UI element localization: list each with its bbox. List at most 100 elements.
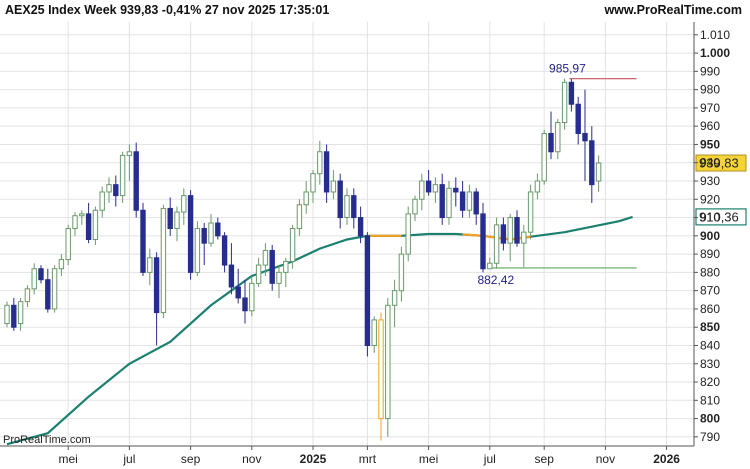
candle-body bbox=[357, 217, 364, 237]
candle bbox=[493, 217, 500, 269]
candle-body bbox=[11, 304, 17, 328]
chart-title: AEX25 Index Week 939,83 -0,41% 27 nov 20… bbox=[5, 3, 330, 17]
candle-body bbox=[289, 228, 296, 262]
candle bbox=[208, 213, 214, 247]
candle-body bbox=[276, 271, 282, 284]
candle bbox=[575, 96, 581, 145]
candle bbox=[221, 232, 228, 273]
y-tick-label: 960 bbox=[700, 119, 720, 133]
candle bbox=[514, 210, 520, 247]
candle-body bbox=[283, 260, 289, 273]
candle bbox=[174, 206, 180, 242]
candle bbox=[391, 279, 398, 328]
candle bbox=[262, 243, 269, 277]
candle bbox=[283, 257, 289, 287]
candle-body bbox=[507, 217, 513, 244]
candle bbox=[419, 173, 425, 211]
candle bbox=[405, 206, 411, 262]
candle bbox=[106, 177, 112, 203]
candle bbox=[140, 202, 146, 277]
candle-body bbox=[249, 282, 255, 312]
candle bbox=[65, 224, 71, 266]
candle bbox=[11, 297, 17, 331]
x-tick-label: mrt bbox=[359, 452, 377, 466]
candle bbox=[371, 316, 377, 353]
candle bbox=[425, 170, 432, 196]
candle-body bbox=[38, 268, 44, 281]
ma-line bbox=[6, 215, 633, 446]
annotations: 985,97 882,42 939,83 910,36 bbox=[477, 62, 747, 287]
candle-body bbox=[65, 228, 71, 261]
candle bbox=[126, 144, 133, 181]
y-tick-label: 920 bbox=[700, 192, 720, 206]
candle bbox=[412, 195, 418, 222]
candle bbox=[473, 188, 479, 225]
x-tick-label: sep bbox=[181, 452, 201, 466]
candle-body bbox=[514, 217, 520, 244]
y-tick-label: 990 bbox=[700, 64, 720, 78]
y-tick-label: 1.010 bbox=[700, 28, 730, 42]
y-tick-label: 950 bbox=[700, 137, 720, 151]
candle-body bbox=[85, 213, 92, 240]
candle-body bbox=[317, 151, 323, 175]
y-tick-label: 890 bbox=[700, 247, 720, 261]
candle bbox=[378, 312, 384, 441]
candle bbox=[133, 142, 139, 218]
y-tick-label: 800 bbox=[700, 412, 720, 426]
candle bbox=[357, 206, 364, 244]
candles bbox=[4, 78, 602, 441]
candle-body bbox=[181, 195, 187, 213]
candle bbox=[119, 151, 126, 203]
candle-body bbox=[58, 259, 65, 270]
y-tick-label: 910 bbox=[700, 211, 720, 225]
candle-body bbox=[371, 319, 377, 346]
candle-body bbox=[459, 191, 466, 211]
candle bbox=[24, 285, 31, 308]
candle-body bbox=[187, 195, 194, 273]
candle bbox=[439, 173, 445, 225]
candle bbox=[181, 188, 187, 225]
candle bbox=[276, 265, 282, 298]
moving-average bbox=[6, 215, 633, 446]
candle bbox=[72, 212, 78, 236]
candle bbox=[527, 184, 534, 240]
candle-body bbox=[296, 204, 303, 230]
candle bbox=[317, 140, 323, 185]
candle-body bbox=[480, 213, 486, 270]
candle bbox=[541, 129, 547, 185]
y-tick-label: 850 bbox=[700, 320, 720, 334]
y-tick-label: 830 bbox=[700, 357, 720, 371]
candle bbox=[466, 184, 473, 218]
candle bbox=[507, 213, 513, 262]
y-tick-label: 840 bbox=[700, 338, 720, 352]
candle bbox=[453, 177, 459, 207]
candle-body bbox=[153, 257, 160, 314]
candle-body bbox=[269, 249, 275, 284]
candle bbox=[582, 89, 588, 181]
candle-body bbox=[24, 288, 31, 303]
candle-body bbox=[119, 154, 126, 197]
y-tick-label: 820 bbox=[700, 375, 720, 389]
candle bbox=[344, 188, 350, 225]
candle bbox=[235, 268, 241, 304]
candle bbox=[323, 144, 330, 203]
candle bbox=[255, 257, 262, 287]
x-tick-label: mei bbox=[419, 452, 438, 466]
x-tick-label: nov bbox=[596, 452, 615, 466]
candle-body bbox=[500, 224, 507, 244]
candle-body bbox=[330, 180, 337, 193]
candle-body bbox=[337, 180, 343, 219]
candle-body bbox=[140, 209, 146, 273]
candle-body bbox=[4, 304, 10, 325]
y-tick-label: 860 bbox=[700, 302, 720, 316]
candle-body bbox=[419, 180, 425, 200]
candle-body bbox=[303, 191, 309, 206]
candle bbox=[153, 252, 160, 346]
candle-body bbox=[167, 207, 173, 230]
candle bbox=[446, 181, 452, 225]
high-label: 985,97 bbox=[549, 62, 586, 76]
candle bbox=[337, 173, 343, 229]
ma-value-tag bbox=[695, 208, 747, 226]
candle bbox=[194, 221, 201, 277]
candle bbox=[548, 111, 554, 160]
